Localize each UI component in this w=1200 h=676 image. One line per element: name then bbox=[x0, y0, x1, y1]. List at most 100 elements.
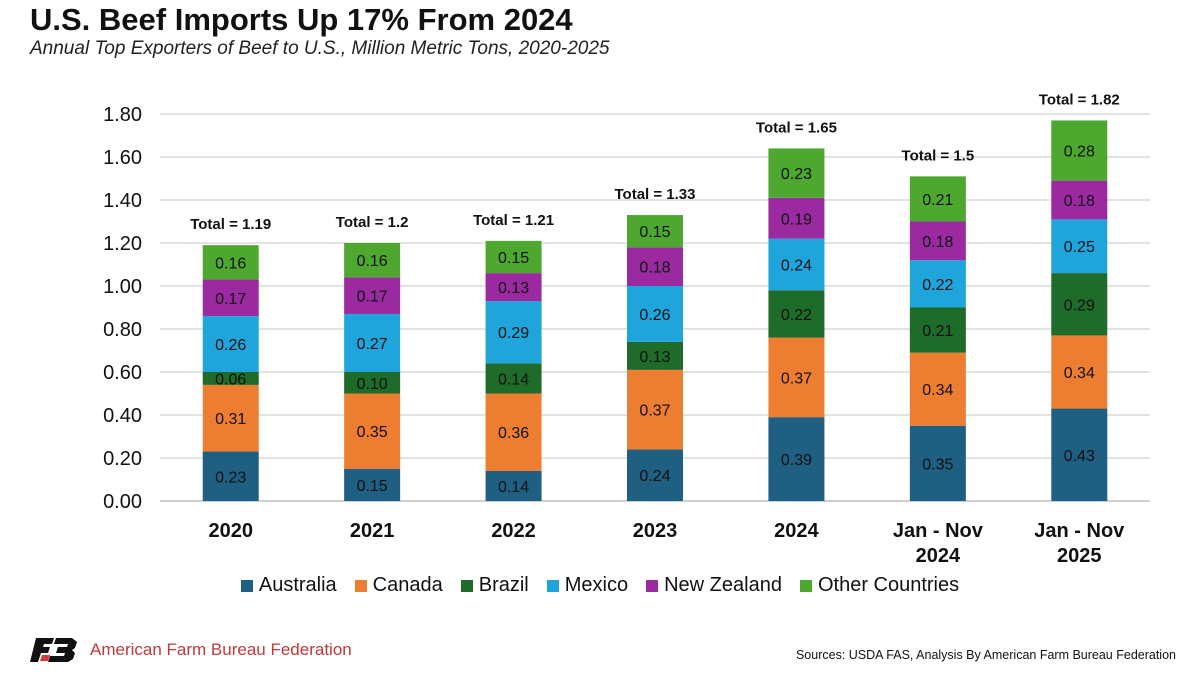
data-label: 0.18 bbox=[1064, 193, 1095, 210]
bar-segment bbox=[202, 384, 259, 452]
total-label: Total = 1.21 bbox=[473, 212, 554, 229]
total-label: Total = 1.5 bbox=[902, 147, 975, 164]
bar-segment bbox=[344, 393, 401, 469]
y-tick-label: 1.00 bbox=[103, 276, 142, 298]
bar-segment bbox=[627, 341, 683, 370]
afbf-logo: American Farm Bureau Federation bbox=[30, 638, 352, 662]
bar-segment bbox=[909, 307, 966, 353]
x-tick-label: 2024 bbox=[774, 520, 819, 542]
chart-title: U.S. Beef Imports Up 17% From 2024 bbox=[30, 2, 573, 37]
legend-item: New Zealand bbox=[646, 574, 782, 597]
bar-segment bbox=[344, 468, 401, 501]
x-tick-label: 2025 bbox=[1057, 545, 1102, 567]
total-label: Total = 1.2 bbox=[336, 214, 409, 231]
legend-item: Australia bbox=[240, 574, 337, 597]
y-tick-label: 1.20 bbox=[103, 233, 142, 255]
x-tick-label: 2024 bbox=[916, 545, 961, 567]
chart-subtitle: Annual Top Exporters of Beef to U.S., Mi… bbox=[30, 38, 610, 59]
bar-segment bbox=[1051, 273, 1108, 336]
bar-segment bbox=[344, 243, 401, 278]
bar-segment bbox=[485, 273, 542, 302]
legend-item: Canada bbox=[354, 574, 443, 597]
y-tick-label: 0.20 bbox=[103, 448, 142, 470]
data-label: 0.17 bbox=[215, 291, 246, 308]
bar-segment bbox=[1051, 219, 1108, 274]
legend-swatch bbox=[646, 579, 659, 592]
data-label: 0.18 bbox=[922, 234, 953, 251]
data-label: 0.21 bbox=[922, 323, 953, 340]
y-tick-label: 1.60 bbox=[103, 147, 142, 169]
legend-item: Other Countries bbox=[799, 574, 960, 597]
data-label: 0.16 bbox=[357, 253, 388, 270]
bar-segment bbox=[909, 221, 966, 261]
bar-segment bbox=[768, 148, 825, 198]
legend-label: Mexico bbox=[564, 574, 629, 596]
data-label: 0.14 bbox=[498, 479, 529, 496]
x-tick-label: 2022 bbox=[491, 520, 536, 542]
data-label: 0.23 bbox=[215, 469, 246, 486]
legend-label: Other Countries bbox=[817, 574, 960, 596]
x-tick-label: 2023 bbox=[633, 520, 678, 542]
legend-swatch bbox=[240, 579, 253, 592]
data-label: 0.15 bbox=[357, 478, 388, 495]
data-label: 0.26 bbox=[215, 337, 246, 354]
data-label: 0.31 bbox=[215, 411, 246, 428]
data-label: 0.37 bbox=[781, 370, 812, 387]
bar-segment bbox=[768, 238, 825, 291]
bar-segment bbox=[627, 247, 683, 286]
data-label: 0.36 bbox=[498, 425, 529, 442]
data-label: 0.28 bbox=[1064, 144, 1095, 161]
bar-segment bbox=[909, 352, 966, 426]
data-label: 0.24 bbox=[781, 258, 812, 275]
bar-segment bbox=[344, 277, 401, 314]
legend-item: Brazil bbox=[460, 574, 529, 597]
bar-segment bbox=[344, 313, 401, 372]
bar-segment bbox=[1051, 408, 1108, 501]
bar-segment bbox=[202, 316, 259, 372]
legend-label: New Zealand bbox=[664, 574, 782, 596]
org-name: American Farm Bureau Federation bbox=[90, 640, 352, 659]
data-label: 0.18 bbox=[639, 260, 670, 277]
bar-segment bbox=[909, 260, 966, 308]
y-tick-label: 1.40 bbox=[103, 190, 142, 212]
bar-segment bbox=[627, 215, 683, 248]
data-label: 0.14 bbox=[498, 371, 529, 388]
data-label: 0.34 bbox=[1064, 365, 1095, 382]
bar-segment bbox=[344, 372, 401, 394]
source-note: Sources: USDA FAS, Analysis By American … bbox=[795, 648, 1176, 662]
data-label: 0.39 bbox=[781, 452, 812, 469]
bar-segment bbox=[202, 279, 259, 317]
data-label: 0.15 bbox=[639, 224, 670, 241]
data-label: 0.15 bbox=[498, 250, 529, 267]
total-label: Total = 1.65 bbox=[756, 119, 837, 136]
data-label: 0.37 bbox=[639, 403, 670, 420]
data-label: 0.35 bbox=[922, 456, 953, 473]
bar-segment bbox=[1051, 120, 1108, 181]
bar-segment bbox=[485, 393, 542, 471]
bar-segment bbox=[202, 451, 259, 501]
data-label: 0.16 bbox=[215, 255, 246, 272]
legend-swatch bbox=[354, 579, 367, 592]
data-label: 0.22 bbox=[781, 307, 812, 324]
bar-segment bbox=[768, 197, 825, 239]
data-label: 0.24 bbox=[639, 468, 670, 485]
x-tick-label: 2020 bbox=[208, 520, 253, 542]
y-tick-label: 0.40 bbox=[103, 405, 142, 427]
total-label: Total = 1.33 bbox=[614, 186, 695, 203]
bar-segment bbox=[627, 449, 683, 501]
data-label: 0.21 bbox=[922, 192, 953, 209]
x-tick-label: 2021 bbox=[350, 520, 395, 542]
fb-logo-icon bbox=[30, 638, 77, 662]
legend-label: Australia bbox=[258, 574, 337, 596]
bar-segment bbox=[768, 290, 825, 338]
data-label: 0.23 bbox=[781, 166, 812, 183]
data-label: 0.13 bbox=[498, 280, 529, 297]
bar-segment bbox=[202, 245, 259, 280]
data-label: 0.26 bbox=[639, 307, 670, 324]
bar-segment bbox=[485, 240, 542, 274]
bar-segment bbox=[202, 372, 259, 385]
data-label: 0.06 bbox=[215, 371, 246, 388]
y-tick-label: 0.80 bbox=[103, 319, 142, 341]
